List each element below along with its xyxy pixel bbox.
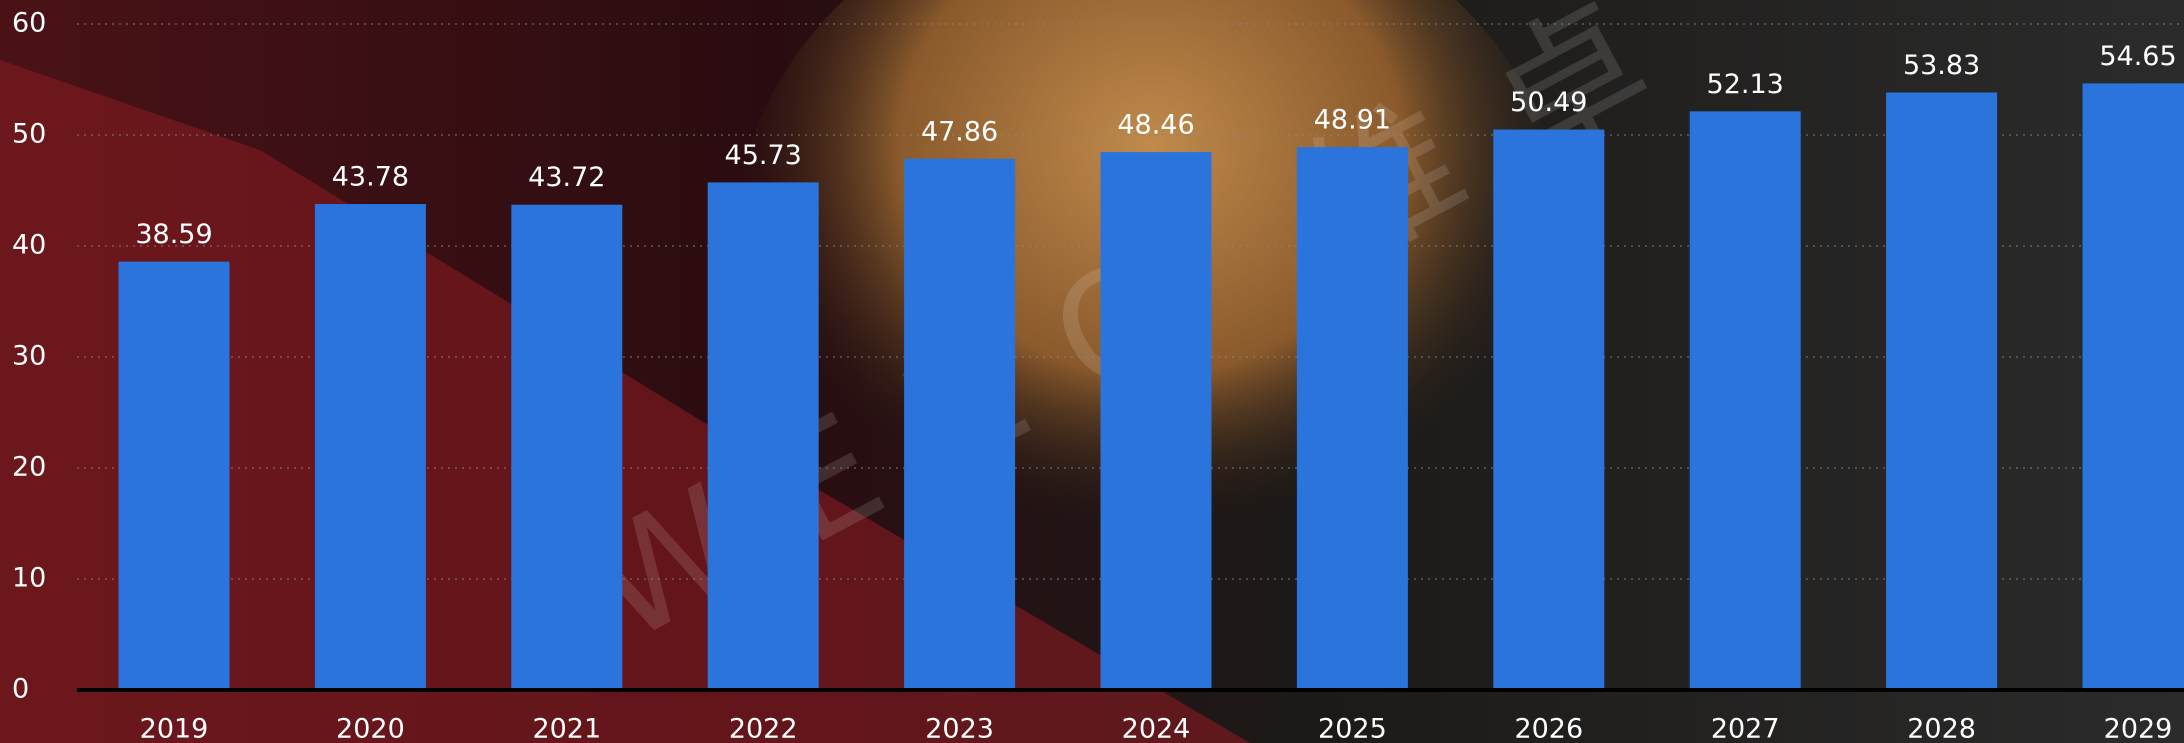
bar <box>119 262 230 690</box>
y-tick-label: 60 <box>12 8 46 39</box>
value-label: 43.78 <box>332 162 409 193</box>
bar <box>1886 92 1997 690</box>
x-tick-label: 2020 <box>336 714 405 743</box>
value-label: 53.83 <box>1903 50 1980 81</box>
bar <box>315 204 426 690</box>
value-label: 38.59 <box>135 219 212 250</box>
x-tick-label: 2023 <box>925 714 994 743</box>
bar <box>2083 83 2184 690</box>
bar <box>1101 152 1212 690</box>
y-tick-label: 0 <box>12 674 29 705</box>
x-tick-label: 2021 <box>532 714 601 743</box>
value-label: 50.49 <box>1510 87 1587 118</box>
y-tick-label: 50 <box>12 119 46 150</box>
bar <box>1690 111 1801 690</box>
value-label: 52.13 <box>1707 69 1784 100</box>
bar <box>904 159 1015 690</box>
value-label: 43.72 <box>528 162 605 193</box>
bar <box>1297 147 1408 690</box>
value-label: 54.65 <box>2099 41 2176 72</box>
value-label: 48.91 <box>1314 105 1391 136</box>
bar <box>708 182 819 690</box>
y-tick-label: 40 <box>12 230 46 261</box>
x-tick-label: 2025 <box>1318 714 1387 743</box>
value-label: 45.73 <box>725 140 802 171</box>
value-label: 48.46 <box>1117 110 1194 141</box>
x-tick-label: 2024 <box>1122 714 1191 743</box>
x-tick-label: 2019 <box>140 714 209 743</box>
x-tick-label: 2028 <box>1907 714 1976 743</box>
chart: WEZO 维卓 010203040506038.59201943.7820204… <box>0 0 2184 743</box>
x-tick-label: 2026 <box>1514 714 1583 743</box>
y-tick-label: 10 <box>12 563 46 594</box>
x-tick-label: 2029 <box>2104 714 2173 743</box>
x-tick-label: 2022 <box>729 714 798 743</box>
y-tick-label: 20 <box>12 452 46 483</box>
y-tick-label: 30 <box>12 341 46 372</box>
bar <box>1493 130 1604 690</box>
bar <box>511 205 622 690</box>
value-label: 47.86 <box>921 116 998 147</box>
x-tick-label: 2027 <box>1711 714 1780 743</box>
